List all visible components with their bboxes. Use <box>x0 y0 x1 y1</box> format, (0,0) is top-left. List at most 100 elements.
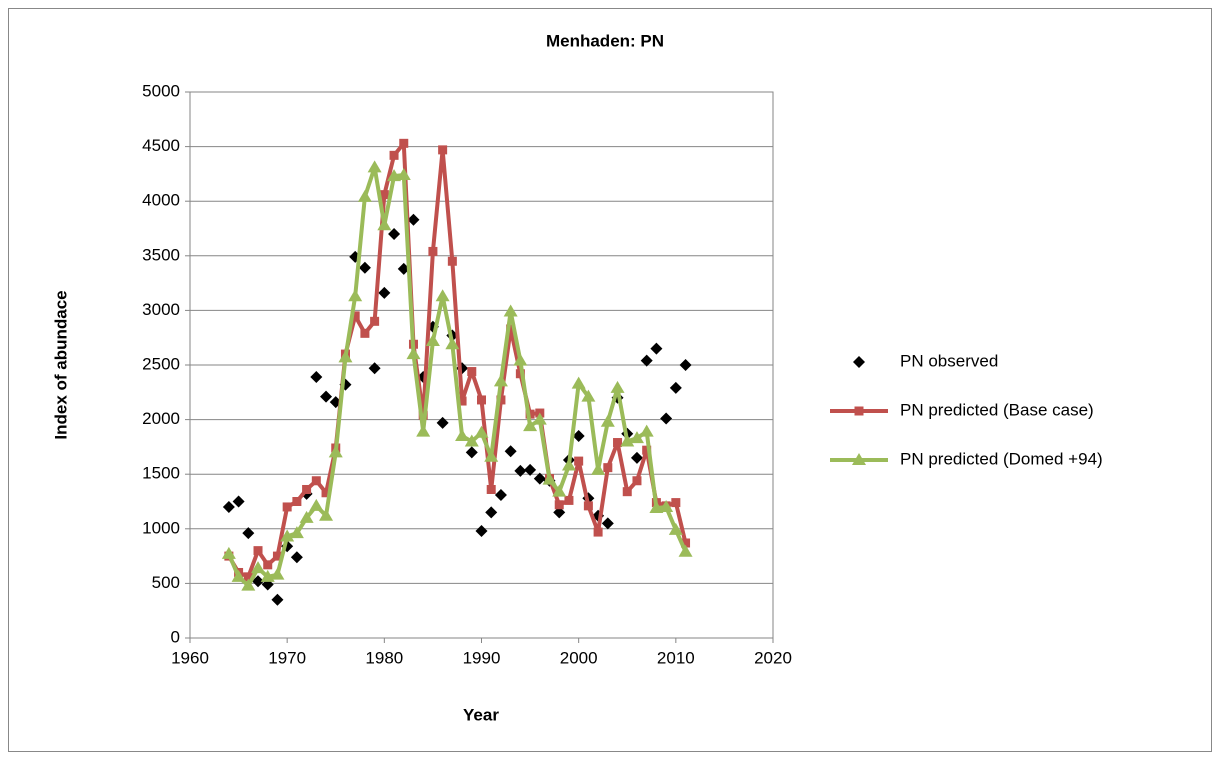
point <box>270 567 285 580</box>
point <box>388 227 401 240</box>
point <box>477 395 486 405</box>
point <box>406 347 421 360</box>
point <box>311 476 321 486</box>
point <box>379 190 389 200</box>
point <box>232 495 245 508</box>
y-axis-title: Index of abundace <box>51 290 70 439</box>
point <box>640 354 653 367</box>
point <box>572 429 585 442</box>
point <box>669 381 682 394</box>
point <box>328 445 343 458</box>
x-axis-title: Year <box>463 705 499 724</box>
point <box>309 498 324 511</box>
point <box>292 497 302 506</box>
point <box>399 138 409 148</box>
point <box>290 551 303 564</box>
point <box>357 189 372 202</box>
legend-marker <box>852 453 866 465</box>
point <box>428 246 438 256</box>
point <box>561 458 576 471</box>
x-tick-label: 2000 <box>560 648 598 667</box>
point <box>583 501 593 511</box>
point <box>513 353 528 366</box>
point <box>348 289 363 302</box>
chart-title: Menhaden: PN <box>546 31 664 50</box>
point <box>524 463 537 476</box>
point <box>523 419 538 432</box>
point <box>496 395 506 405</box>
x-tick-label: 2020 <box>754 648 792 667</box>
point <box>484 449 499 462</box>
point <box>321 488 331 498</box>
y-tick-label: 2000 <box>142 409 180 428</box>
x-tick-label: 1990 <box>463 648 501 667</box>
point <box>241 578 256 591</box>
y-tick-label: 4000 <box>142 191 180 210</box>
point <box>445 337 460 350</box>
point <box>360 328 370 338</box>
legend-label: PN observed <box>900 351 998 370</box>
point <box>367 160 382 173</box>
point <box>319 508 334 521</box>
point <box>438 145 448 155</box>
y-tick-label: 3500 <box>142 245 180 264</box>
point <box>251 561 266 574</box>
point <box>639 424 654 437</box>
point <box>389 150 399 160</box>
y-tick-label: 3000 <box>142 300 180 319</box>
point <box>243 572 253 582</box>
point <box>222 500 235 513</box>
point <box>532 412 547 425</box>
point <box>601 517 614 530</box>
point <box>668 522 683 535</box>
point <box>350 311 360 321</box>
point <box>642 445 652 455</box>
point <box>435 289 450 302</box>
point <box>493 374 508 387</box>
point <box>436 416 449 429</box>
point <box>221 546 236 559</box>
point <box>679 359 692 371</box>
point <box>650 342 663 355</box>
point <box>600 414 615 427</box>
point <box>253 546 263 556</box>
point <box>503 304 518 317</box>
point <box>310 371 323 384</box>
x-tick-label: 1980 <box>365 648 403 667</box>
point <box>378 286 391 299</box>
point <box>252 575 265 588</box>
point <box>610 380 625 393</box>
point <box>370 316 380 326</box>
point <box>368 362 381 375</box>
point <box>271 593 284 606</box>
point <box>542 472 557 485</box>
point <box>387 169 402 182</box>
point <box>465 446 478 459</box>
y-tick-label: 0 <box>171 627 180 646</box>
y-tick-label: 1500 <box>142 464 180 483</box>
point <box>630 451 643 464</box>
x-tick-label: 1970 <box>268 648 306 667</box>
point <box>396 167 411 180</box>
point <box>629 431 644 444</box>
point <box>591 462 606 475</box>
point <box>571 376 586 389</box>
point <box>358 261 371 274</box>
point <box>447 256 457 266</box>
legend-label: PN predicted (Base case) <box>900 400 1094 419</box>
point <box>272 551 282 561</box>
point <box>455 428 470 441</box>
point <box>574 456 584 466</box>
point <box>554 500 564 510</box>
point <box>681 538 691 548</box>
point <box>475 524 488 537</box>
point <box>474 425 489 438</box>
x-tick-label: 1960 <box>171 648 209 667</box>
legend-label: PN predicted (Domed +94) <box>900 449 1103 468</box>
point <box>649 501 664 514</box>
legend-marker <box>854 406 864 416</box>
point <box>377 218 392 231</box>
point <box>620 434 635 447</box>
point <box>613 438 623 448</box>
